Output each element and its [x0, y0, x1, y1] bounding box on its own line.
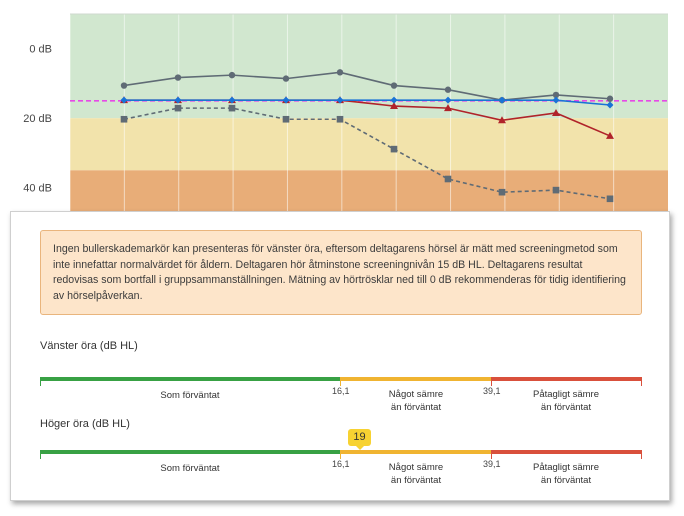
data-point-gray-squares-dashed: [390, 145, 398, 153]
data-point-blue-diamonds: [228, 96, 236, 104]
data-point-gray-circles: [282, 75, 290, 82]
scale-segment-mild: [340, 450, 491, 454]
data-point-gray-squares-dashed: [444, 175, 452, 183]
data-point-gray-squares-dashed: [282, 115, 290, 123]
data-point-blue-diamonds: [444, 96, 452, 104]
data-point-blue-diamonds: [336, 96, 344, 104]
right-ear-value-marker: 19: [348, 429, 371, 450]
label-mild: Något sämre än förväntat: [388, 462, 444, 486]
data-point-gray-circles: [444, 86, 452, 93]
scale-segment-normal: [40, 377, 340, 381]
label-mild: Något sämre än förväntat: [388, 389, 444, 413]
data-point-gray-squares-dashed: [552, 186, 560, 194]
data-point-red-triangles: [552, 109, 560, 116]
scale-tick-high: [491, 450, 492, 459]
scale-segment-mild: [340, 377, 491, 381]
data-point-gray-circles: [228, 71, 236, 79]
y-tick-label: 20 dB: [23, 113, 52, 125]
data-point-gray-circles: [390, 82, 398, 89]
data-point-blue-diamonds: [174, 96, 182, 104]
label-normal: Som förväntat: [160, 390, 220, 401]
scale-tick-high: [491, 377, 492, 386]
data-point-blue-diamonds: [552, 96, 560, 104]
data-point-red-triangles: [390, 102, 398, 110]
threshold-high-label: 39,1: [483, 386, 501, 396]
scale-tick-end: [641, 450, 642, 459]
threshold-low-label: 16,1: [332, 459, 350, 469]
data-point-gray-circles: [174, 74, 182, 81]
scale-segment-severe: [491, 377, 642, 381]
data-point-gray-circles: [336, 69, 344, 76]
threshold-high-label: 39,1: [483, 459, 501, 469]
series-line-gray-circles: [123, 71, 611, 101]
data-point-gray-squares-dashed: [120, 115, 128, 123]
data-point-blue-diamonds: [390, 96, 398, 104]
data-point-gray-circles: [120, 82, 128, 89]
data-point-blue-diamonds: [120, 96, 128, 104]
data-point-gray-squares-dashed: [228, 104, 236, 112]
data-point-gray-squares-dashed: [336, 115, 344, 123]
data-point-gray-squares-dashed: [174, 104, 182, 112]
band-mild: [70, 118, 668, 171]
label-severe: Påtagligt sämre än förväntat: [532, 462, 599, 486]
band-severe: [70, 170, 668, 212]
data-point-gray-circles: [552, 91, 560, 99]
right-ear-label: Höger öra (dB HL): [40, 418, 130, 430]
scale-segment-severe: [491, 450, 642, 454]
data-point-blue-diamonds: [606, 101, 614, 109]
data-point-red-triangles: [498, 116, 506, 124]
label-normal: Som förväntat: [160, 463, 220, 474]
data-point-gray-squares-dashed: [498, 188, 506, 196]
data-point-red-triangles: [606, 131, 614, 139]
data-point-red-triangles: [444, 104, 452, 112]
left-ear-scale: 16,1 39,1 Som förväntat Något sämre än fö…: [40, 377, 642, 437]
result-panel: Ingen bullerskademarkör kan presenteras …: [10, 211, 670, 501]
series-line-blue-diamonds: [124, 99, 611, 106]
threshold-low-label: 16,1: [332, 386, 350, 396]
data-point-blue-diamonds: [282, 96, 290, 104]
y-tick-label: 0 dB: [29, 44, 52, 56]
data-point-blue-diamonds: [498, 96, 506, 104]
y-tick-label: 40 dB: [23, 183, 52, 195]
data-point-gray-squares-dashed: [606, 195, 614, 203]
scale-tick-end: [641, 377, 642, 386]
scale-segment-normal: [40, 450, 340, 454]
scale-tick-low: [340, 377, 341, 386]
label-severe: Påtagligt sämre än förväntat: [532, 389, 599, 413]
scale-tick-start: [40, 450, 41, 459]
right-ear-scale: 16,1 39,1 Som förväntat Något sämre än fö…: [40, 450, 642, 510]
info-notice: Ingen bullerskademarkör kan presenteras …: [40, 230, 642, 315]
data-point-gray-circles: [606, 95, 614, 102]
audiogram-svg: 0 dB 20 dB 40 dB: [23, 13, 668, 212]
scale-tick-start: [40, 377, 41, 386]
scale-tick-low: [340, 450, 341, 459]
left-ear-label: Vänster öra (dB HL): [40, 340, 138, 352]
audiogram-chart: 0 dB 20 dB 40 dB: [0, 0, 684, 212]
